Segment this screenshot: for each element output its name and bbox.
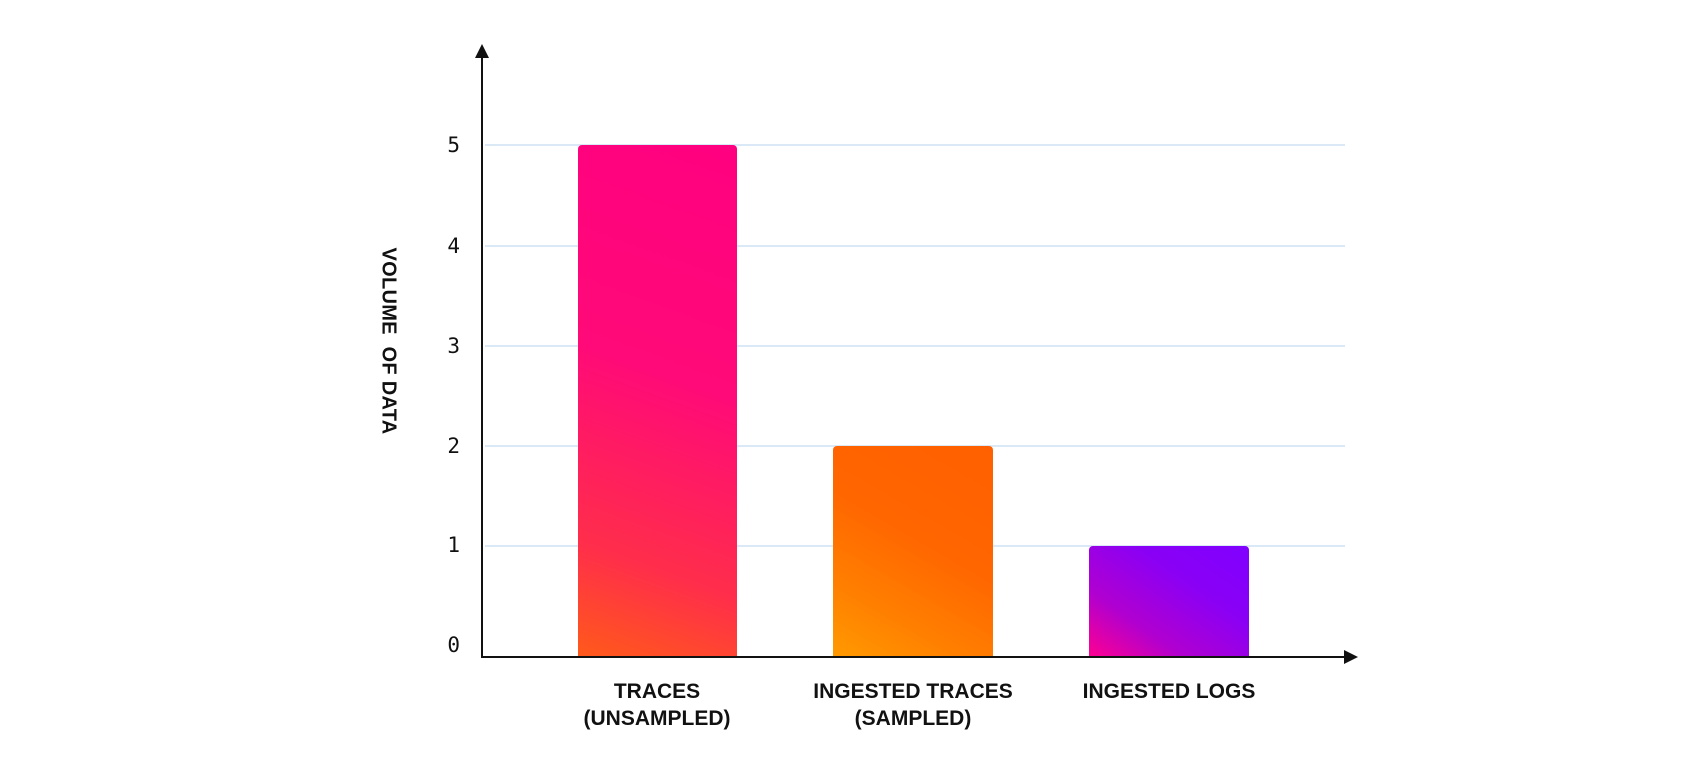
x-category-label-line2: (UNSAMPLED) [583, 707, 731, 730]
gridline-4 [485, 245, 1345, 247]
y-tick-2: 2 [447, 434, 460, 458]
x-category-label-line2: (SAMPLED) [854, 707, 972, 730]
x-category-label-line1: TRACES [613, 680, 701, 703]
y-axis-arrow-icon [475, 44, 489, 58]
bar-ingested-logs [1089, 546, 1249, 657]
gridline-3 [485, 345, 1345, 347]
y-tick-1: 1 [447, 533, 460, 557]
x-category-label-ingested-traces-sampled: INGESTED TRACES (SAMPLED) [783, 678, 1043, 732]
x-category-label-line1: INGESTED TRACES [813, 680, 1013, 703]
y-tick-4: 4 [447, 234, 460, 258]
y-tick-3: 3 [447, 334, 460, 358]
x-category-label-traces-unsampled: TRACES (UNSAMPLED) [527, 678, 787, 732]
bar-traces-unsampled [578, 145, 737, 657]
x-axis-line [481, 656, 1347, 658]
x-axis-arrow-icon [1344, 650, 1358, 664]
y-tick-5: 5 [447, 133, 460, 157]
y-tick-0: 0 [447, 633, 460, 657]
gridline-5 [485, 144, 1345, 146]
x-category-label-ingested-logs: INGESTED LOGS [1039, 678, 1299, 705]
x-category-label-line1: INGESTED LOGS [1082, 680, 1256, 703]
y-axis-line [481, 56, 483, 658]
y-axis-title: VOLUME OF DATA [377, 247, 400, 435]
bar-ingested-traces-sampled [833, 446, 993, 657]
